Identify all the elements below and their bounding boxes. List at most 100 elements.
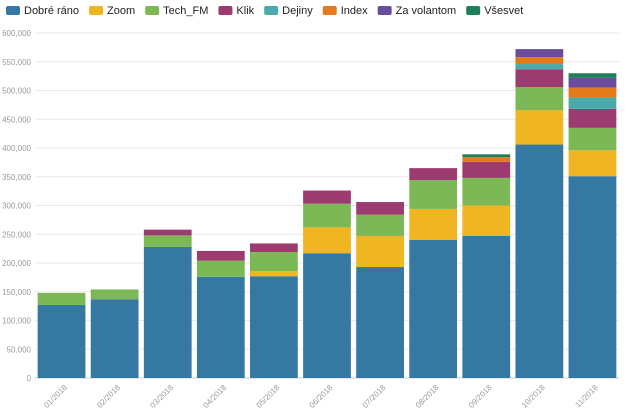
legend-label: Za volantom xyxy=(396,5,457,17)
y-tick-label: 50,000 xyxy=(7,345,32,354)
bars xyxy=(37,49,617,378)
bar-segment-zoom[interactable] xyxy=(568,150,617,177)
bar-stack-06-2018 xyxy=(303,190,351,378)
legend-swatch xyxy=(89,6,104,15)
bar-segment-zoom[interactable] xyxy=(303,227,351,254)
y-tick-label: 200,000 xyxy=(2,259,31,268)
bar-segment-zoom[interactable] xyxy=(515,110,564,145)
x-tick-label: 05/2018 xyxy=(255,383,282,410)
legend-item-tech-fm[interactable]: Tech_FM xyxy=(145,5,208,17)
bar-stack-10-2018 xyxy=(515,49,564,378)
bar-segment-dobre-rano[interactable] xyxy=(37,304,86,378)
bar-segment-vsesvet[interactable] xyxy=(568,73,617,78)
bar-segment-klik[interactable] xyxy=(568,108,617,128)
bar-segment-dejiny[interactable] xyxy=(568,97,617,109)
bar-segment-tech-fm[interactable] xyxy=(568,127,617,151)
y-tick-label: 550,000 xyxy=(2,58,31,67)
y-tick-label: 0 xyxy=(27,374,32,383)
legend-swatch xyxy=(218,6,233,15)
y-tick-label: 400,000 xyxy=(2,144,31,153)
bar-segment-klik[interactable] xyxy=(409,168,458,181)
x-tick-label: 08/2018 xyxy=(414,383,441,410)
bar-segment-tech-fm[interactable] xyxy=(196,260,245,277)
legend-swatch xyxy=(264,6,279,15)
legend-item-dejiny[interactable]: Dejiny xyxy=(264,5,313,17)
y-tick-label: 450,000 xyxy=(2,115,31,124)
legend-label: Dejiny xyxy=(282,5,313,17)
legend-item-zoom[interactable]: Zoom xyxy=(89,5,135,17)
bar-stack-09-2018 xyxy=(462,154,511,378)
bar-stack-08-2018 xyxy=(409,168,458,378)
bar-segment-dobre-rano[interactable] xyxy=(409,240,458,378)
bar-segment-dobre-rano[interactable] xyxy=(196,276,245,378)
y-tick-label: 600,000 xyxy=(2,29,31,38)
bar-segment-tech-fm[interactable] xyxy=(143,235,192,247)
bar-segment-klik[interactable] xyxy=(196,250,245,261)
x-tick-label: 11/2018 xyxy=(573,383,600,410)
legend-label: Tech_FM xyxy=(163,5,208,17)
x-tick-label: 03/2018 xyxy=(148,383,175,410)
legend-item-index[interactable]: Index xyxy=(322,5,368,17)
bar-segment-za-volantom[interactable] xyxy=(515,49,564,58)
bar-segment-zoom[interactable] xyxy=(250,271,298,277)
bar-segment-tech-fm[interactable] xyxy=(303,203,351,228)
x-tick-label: 06/2018 xyxy=(308,383,335,410)
legend: Dobré ráno Zoom Tech_FM Klik Dejiny Index Za v… xyxy=(6,5,523,17)
bar-segment-klik[interactable] xyxy=(356,202,404,215)
bar-segment-dobre-rano[interactable] xyxy=(90,299,139,378)
x-tick-label: 07/2018 xyxy=(361,383,388,410)
x-tick-label: 01/2018 xyxy=(42,383,69,410)
bar-segment-tech-fm[interactable] xyxy=(90,289,139,300)
legend-label: Klik xyxy=(236,5,254,17)
bar-stack-05-2018 xyxy=(250,243,298,378)
x-axis: 01/2018 02/2018 03/2018 04/2018 05/2018 06/20… xyxy=(42,383,600,410)
bar-segment-tech-fm[interactable] xyxy=(250,252,298,272)
bar-segment-dobre-rano[interactable] xyxy=(356,267,404,378)
bar-stack-04-2018 xyxy=(196,250,245,378)
y-tick-label: 300,000 xyxy=(2,202,31,211)
x-tick-label: 10/2018 xyxy=(520,383,547,410)
bar-stack-02-2018 xyxy=(90,289,139,378)
x-tick-label: 04/2018 xyxy=(201,383,228,410)
legend-item-vsesvet[interactable]: Všesvet xyxy=(466,5,523,17)
bar-segment-dobre-rano[interactable] xyxy=(143,246,192,378)
x-tick-label: 02/2018 xyxy=(95,383,122,410)
bar-segment-klik[interactable] xyxy=(303,190,351,204)
bar-segment-dejiny[interactable] xyxy=(515,64,564,70)
bar-segment-dobre-rano[interactable] xyxy=(515,144,564,378)
bar-segment-dobre-rano[interactable] xyxy=(250,276,298,378)
bar-segment-tech-fm[interactable] xyxy=(37,292,86,305)
bar-segment-klik[interactable] xyxy=(462,161,511,178)
bar-segment-tech-fm[interactable] xyxy=(356,214,404,236)
bar-segment-zoom[interactable] xyxy=(409,208,458,240)
bar-segment-dobre-rano[interactable] xyxy=(462,235,511,378)
legend-swatch xyxy=(6,6,20,15)
y-tick-label: 100,000 xyxy=(2,317,31,326)
bar-segment-dobre-rano[interactable] xyxy=(568,176,617,378)
bar-segment-vsesvet[interactable] xyxy=(462,154,511,158)
legend-item-dobre-rano[interactable]: Dobré ráno xyxy=(6,5,79,17)
bar-segment-tech-fm[interactable] xyxy=(515,87,564,111)
bar-segment-klik[interactable] xyxy=(515,69,564,88)
legend-label: Dobré ráno xyxy=(24,5,79,17)
bar-segment-index[interactable] xyxy=(515,57,564,65)
bar-segment-klik[interactable] xyxy=(143,229,192,236)
bar-segment-dobre-rano[interactable] xyxy=(303,253,351,378)
bar-segment-zoom[interactable] xyxy=(356,235,404,268)
bar-stack-07-2018 xyxy=(356,202,404,378)
y-tick-label: 500,000 xyxy=(2,87,31,96)
legend-item-klik[interactable]: Klik xyxy=(218,5,255,17)
legend-swatch xyxy=(322,6,337,15)
bar-segment-tech-fm[interactable] xyxy=(409,180,458,209)
bar-segment-zoom[interactable] xyxy=(462,205,511,236)
bar-segment-klik[interactable] xyxy=(250,243,298,253)
legend-item-za-volantom[interactable]: Za volantom xyxy=(377,5,457,17)
bar-segment-index[interactable] xyxy=(568,87,617,98)
y-tick-label: 250,000 xyxy=(2,230,31,239)
legend-label: Index xyxy=(341,5,368,17)
bar-segment-tech-fm[interactable] xyxy=(462,177,511,206)
bar-segment-za-volantom[interactable] xyxy=(568,77,617,88)
bar-segment-index[interactable] xyxy=(462,157,511,162)
x-tick-label: 09/2018 xyxy=(467,383,494,410)
